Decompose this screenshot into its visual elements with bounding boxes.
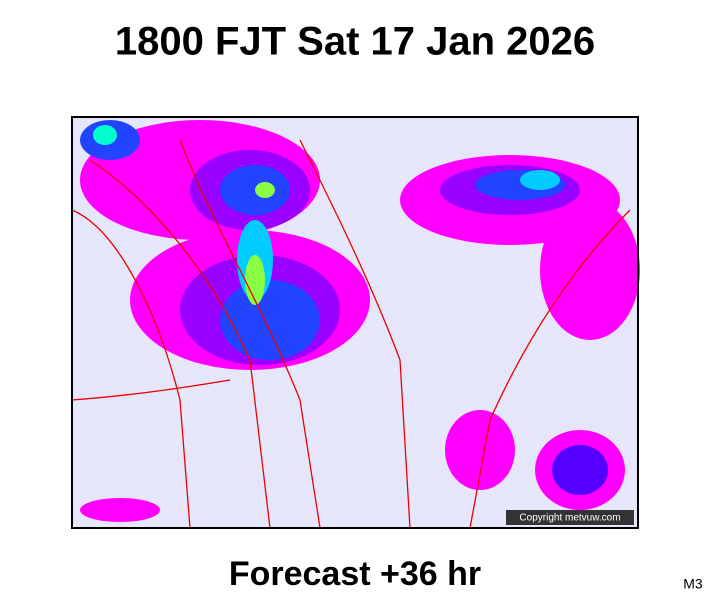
model-label: M3 [683,576,703,592]
copyright-box [506,510,634,525]
forecast-label: Forecast +36 hr [229,555,481,593]
precipitation [80,120,640,522]
copyright: Copyright metvuw.com [519,513,620,524]
map-frame [71,116,639,529]
map: Copyright metvuw.com [71,116,640,529]
isobars [71,139,631,529]
title: 1800 FJT Sat 17 Jan 2026 [115,20,595,64]
